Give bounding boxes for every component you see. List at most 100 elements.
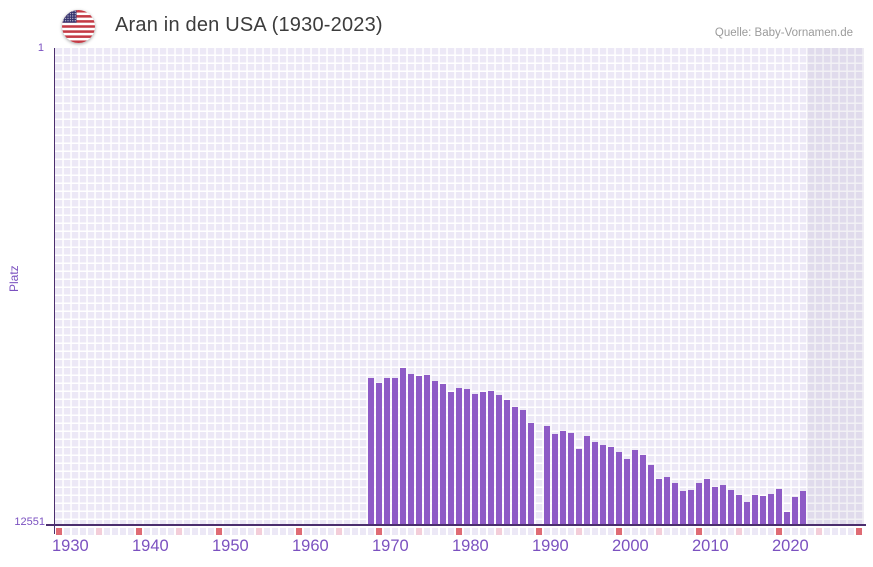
rank-bar-1979[interactable] <box>447 391 455 524</box>
x-axis-label-2000: 2000 <box>612 537 649 555</box>
x-axis-label-1930: 1930 <box>52 537 89 555</box>
x-tick-cell-1943 <box>159 527 167 535</box>
rank-bar-1975[interactable] <box>415 375 423 524</box>
x-tick-cell-1967 <box>351 527 359 535</box>
rank-bar-1980[interactable] <box>455 387 463 524</box>
x-tick-cell-1974 <box>407 527 415 535</box>
rank-bar-1971[interactable] <box>383 377 391 524</box>
rank-bar-2019[interactable] <box>767 494 775 524</box>
rank-bar-1996[interactable] <box>583 435 591 524</box>
x-axis-line <box>46 524 866 527</box>
rank-bar-2023[interactable] <box>799 490 807 524</box>
x-tick-cell-1931 <box>63 527 71 535</box>
x-tick-cell-1935 <box>95 527 103 535</box>
x-tick-cell-1978 <box>439 527 447 535</box>
rank-bar-1973[interactable] <box>399 368 407 524</box>
x-tick-cell-1989 <box>527 527 535 535</box>
x-tick-cell-2025 <box>815 527 823 535</box>
x-tick-cell-2011 <box>703 527 711 535</box>
x-tick-cell-2030 <box>855 527 863 535</box>
rank-bar-1987[interactable] <box>511 406 519 524</box>
rank-bar-1983[interactable] <box>479 391 487 524</box>
x-tick-cell-2008 <box>679 527 687 535</box>
rank-bar-2002[interactable] <box>631 450 639 524</box>
rank-bar-2006[interactable] <box>663 476 671 524</box>
x-tick-cell-1961 <box>303 527 311 535</box>
rank-bar-1978[interactable] <box>439 383 447 524</box>
x-tick-cell-2009 <box>687 527 695 535</box>
rank-bar-2010[interactable] <box>695 482 703 524</box>
rank-bar-2007[interactable] <box>671 483 679 524</box>
x-tick-cell-2016 <box>743 527 751 535</box>
x-tick-cell-1932 <box>71 527 79 535</box>
rank-bar-2015[interactable] <box>735 495 743 524</box>
rank-bar-2009[interactable] <box>687 490 695 524</box>
rank-bar-1981[interactable] <box>463 388 471 524</box>
rank-bar-2018[interactable] <box>759 495 767 524</box>
x-tick-cell-1991 <box>543 527 551 535</box>
rank-bar-2022[interactable] <box>791 496 799 524</box>
rank-bar-2016[interactable] <box>743 501 751 524</box>
x-tick-cell-1936 <box>103 527 111 535</box>
rank-bar-1998[interactable] <box>599 445 607 524</box>
x-tick-cell-1993 <box>559 527 567 535</box>
x-tick-cell-1941 <box>143 527 151 535</box>
rank-bar-1984[interactable] <box>487 390 495 524</box>
rank-bar-1995[interactable] <box>575 448 583 524</box>
rank-bar-1969[interactable] <box>367 377 375 524</box>
rank-bar-1989[interactable] <box>527 423 535 524</box>
x-tick-cell-2020 <box>775 527 783 535</box>
x-tick-cell-2026 <box>823 527 831 535</box>
rank-bar-2017[interactable] <box>751 495 759 524</box>
x-tick-cell-2004 <box>647 527 655 535</box>
rank-bar-2013[interactable] <box>719 485 727 524</box>
x-tick-cell-1976 <box>423 527 431 535</box>
rank-bar-2005[interactable] <box>655 479 663 524</box>
rank-bar-1970[interactable] <box>375 383 383 524</box>
x-axis-label-1970: 1970 <box>372 537 409 555</box>
y-axis-title: Platz <box>7 265 21 292</box>
x-tick-cell-2006 <box>663 527 671 535</box>
x-tick-cell-1939 <box>127 527 135 535</box>
rank-bar-2021[interactable] <box>783 511 791 524</box>
y-tick-bottom: 12551 <box>14 516 45 528</box>
rank-bar-2003[interactable] <box>639 454 647 524</box>
rank-bar-1972[interactable] <box>391 377 399 524</box>
x-tick-cell-2007 <box>671 527 679 535</box>
rank-bar-2001[interactable] <box>623 459 631 524</box>
rank-bar-1976[interactable] <box>423 374 431 524</box>
x-tick-cell-1999 <box>607 527 615 535</box>
rank-bar-1974[interactable] <box>407 374 415 524</box>
rank-bar-1999[interactable] <box>607 447 615 524</box>
x-tick-cell-2027 <box>831 527 839 535</box>
x-tick-cell-2013 <box>719 527 727 535</box>
rank-bar-1997[interactable] <box>591 442 599 524</box>
rank-bar-1988[interactable] <box>519 410 527 524</box>
x-tick-cell-2014 <box>727 527 735 535</box>
rank-bar-2020[interactable] <box>775 489 783 524</box>
rank-bar-2004[interactable] <box>647 465 655 524</box>
rank-bar-1993[interactable] <box>559 431 567 524</box>
x-tick-cell-2028 <box>839 527 847 535</box>
rank-bar-2000[interactable] <box>615 451 623 524</box>
rank-bar-1992[interactable] <box>551 434 559 524</box>
rank-bar-1994[interactable] <box>567 432 575 524</box>
x-tick-cell-1930 <box>55 527 63 535</box>
x-tick-cell-2017 <box>751 527 759 535</box>
rank-bar-2014[interactable] <box>727 490 735 524</box>
rank-bar-1986[interactable] <box>503 399 511 524</box>
x-tick-cell-1973 <box>399 527 407 535</box>
rank-bar-1982[interactable] <box>471 394 479 524</box>
rank-bar-2012[interactable] <box>711 487 719 524</box>
x-tick-cell-1945 <box>175 527 183 535</box>
x-tick-cell-1969 <box>367 527 375 535</box>
x-tick-cell-1938 <box>119 527 127 535</box>
rank-bar-1985[interactable] <box>495 395 503 524</box>
x-axis-label-1990: 1990 <box>532 537 569 555</box>
rank-bar-2008[interactable] <box>679 490 687 524</box>
rank-bar-2011[interactable] <box>703 479 711 524</box>
rank-bar-1977[interactable] <box>431 381 439 524</box>
x-tick-cell-1956 <box>263 527 271 535</box>
rank-bar-1991[interactable] <box>543 425 551 524</box>
